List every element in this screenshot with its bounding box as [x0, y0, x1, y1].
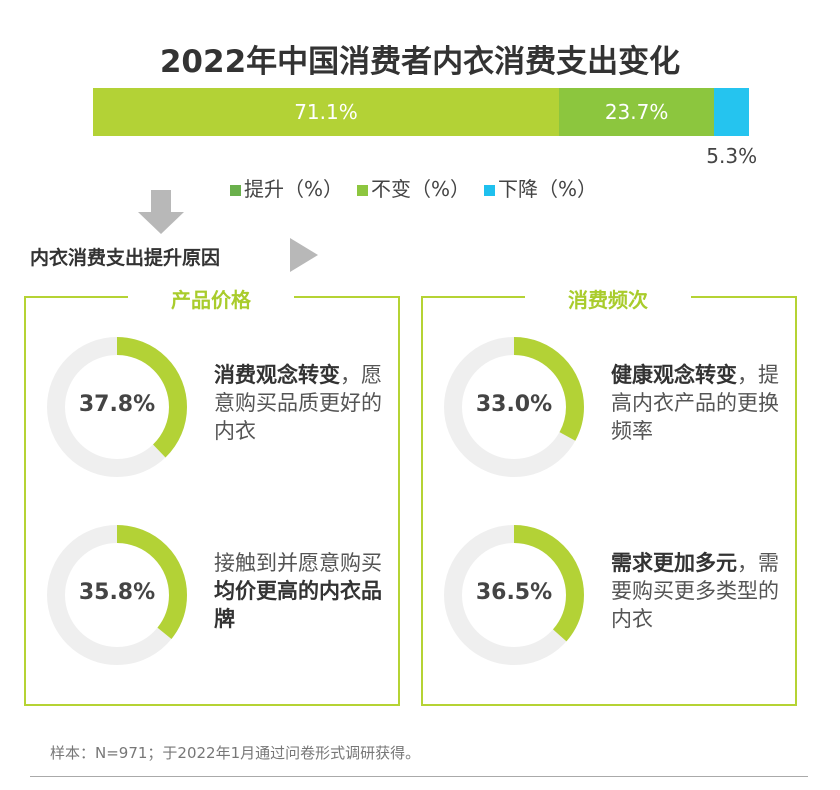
bar-segment: 23.7%	[558, 88, 715, 136]
donut-value-label: 37.8%	[78, 392, 156, 417]
legend: 提升（%） 不变（%） 下降（%）	[230, 173, 597, 202]
divider	[421, 296, 525, 298]
chart-title: 2022年中国消费者内衣消费支出变化	[159, 44, 681, 80]
section-label: 内衣消费支出提升原因	[30, 247, 221, 269]
legend-swatch	[230, 185, 241, 196]
divider	[30, 776, 808, 777]
panel-title: 产品价格	[171, 288, 251, 312]
legend-item: 不变（%）	[357, 173, 470, 202]
panel-box	[24, 296, 400, 706]
bar-value-label: 71.1%	[294, 100, 358, 124]
donut-chart	[444, 525, 584, 665]
divider	[24, 296, 128, 298]
donut-segment	[47, 337, 187, 477]
legend-item: 提升（%）	[230, 173, 343, 202]
bar-segment: 5.3%	[706, 88, 757, 168]
bar-value-label: 23.7%	[604, 100, 669, 124]
donut-segment	[47, 525, 187, 665]
legend-swatch	[484, 185, 496, 196]
right-arrow-icon	[290, 238, 318, 272]
legend-item: 下降（%）	[484, 173, 597, 202]
reason-description: 消费观念转变，愿意购买品质更好的内衣	[214, 363, 382, 443]
donut-segment	[444, 525, 584, 665]
panel-title: 消费频次	[568, 288, 648, 312]
divider	[691, 296, 797, 298]
donut-value-label: 36.5%	[475, 580, 553, 605]
donut-chart	[47, 525, 187, 665]
donut-chart	[47, 337, 187, 477]
bar-value-label: 5.3%	[706, 144, 758, 168]
donut-value-label: 33.0%	[475, 392, 553, 417]
donut-segment	[444, 337, 584, 477]
donut-value-label: 35.8%	[78, 580, 156, 605]
panel-box	[421, 296, 797, 706]
legend-swatch	[357, 185, 369, 196]
footnote: 样本：N=971；于2022年1月通过问卷形式调研获得。	[50, 744, 421, 762]
divider	[294, 296, 400, 298]
reason-description: 接触到并愿意购买均价更高的内衣品牌	[214, 551, 382, 631]
reason-description: 健康观念转变，提高内衣产品的更换频率	[611, 363, 779, 443]
bar-segment: 71.1%	[93, 88, 559, 136]
down-arrow-icon	[138, 190, 184, 234]
donut-chart	[444, 337, 584, 477]
reason-description: 需求更加多元，需要购买更多类型的内衣	[611, 551, 779, 631]
